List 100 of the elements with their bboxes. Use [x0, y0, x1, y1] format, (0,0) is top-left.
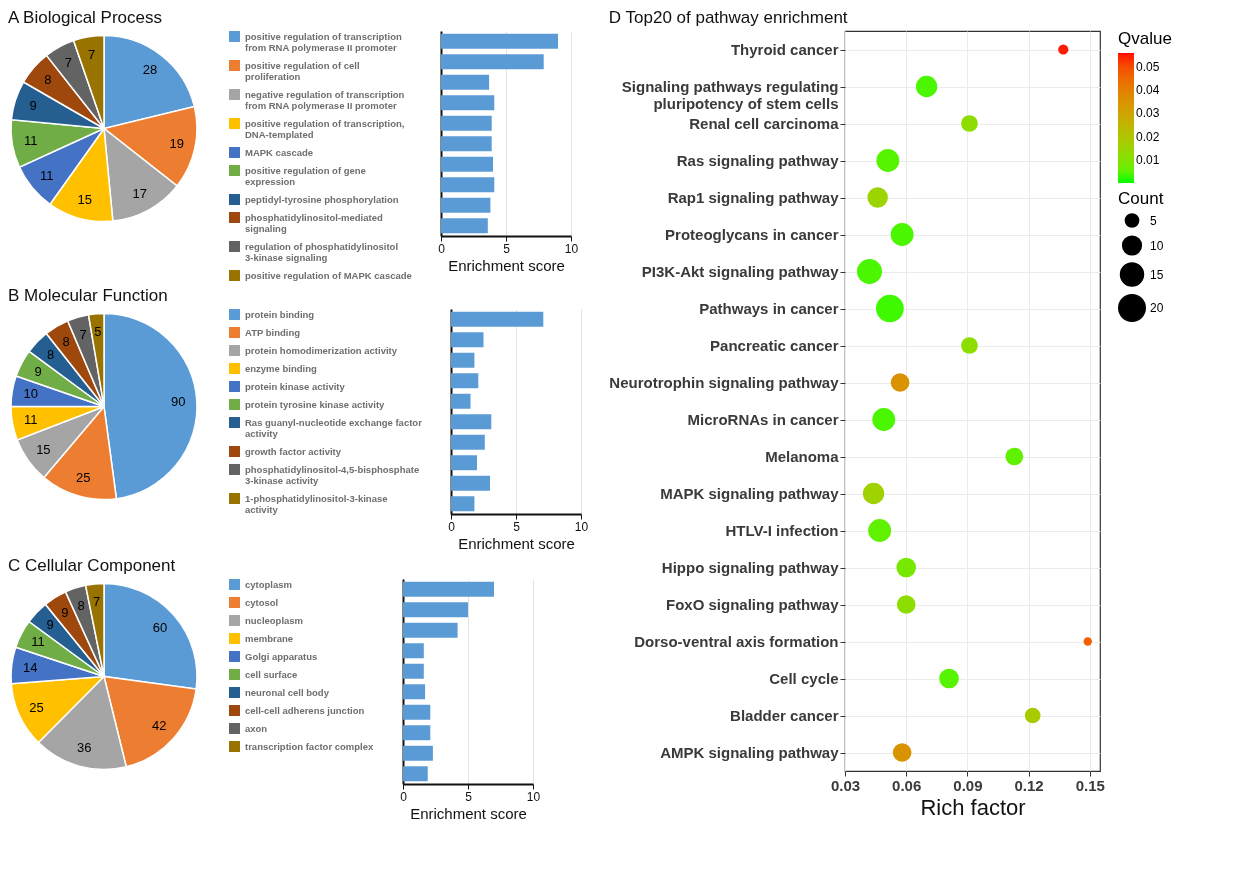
x-tick-label: 0: [400, 789, 408, 804]
y-tick-label: Signaling pathways regulating pluripotency of stem cells: [621, 78, 839, 112]
legend-label: enzyme binding: [245, 362, 317, 374]
legend-label: transcription factor complex: [245, 740, 374, 752]
y-tick-label: FoxO signaling pathway: [665, 596, 840, 613]
y-tick-label: Bladder cancer: [730, 707, 839, 724]
legend-label: protein kinase activity: [245, 380, 346, 392]
legend-label: negative regulation of transcription from RNA polymerase II promoter: [245, 88, 405, 111]
x-axis-title: Enrichment score: [448, 256, 565, 274]
y-tick-label: Melanoma: [765, 448, 840, 465]
y-tick-label: Proteoglycans in cancer: [665, 226, 839, 243]
x-tick-label: 0.03: [830, 776, 861, 794]
bar: [451, 455, 477, 471]
bar: [451, 475, 490, 491]
bar: [403, 704, 431, 720]
data-label: 7: [92, 594, 101, 610]
data-label: 11: [24, 412, 38, 428]
legend-label: cell surface: [245, 668, 298, 680]
y-tick-label: Thyroid cancer: [730, 41, 839, 58]
y-tick-label: MicroRNAs in cancer: [687, 411, 839, 428]
data-label: 9: [46, 617, 54, 633]
data-label: 28: [142, 62, 158, 78]
data-label: 14: [22, 659, 38, 675]
y-tick-label: Hippo signaling pathway: [661, 559, 840, 576]
x-tick-label: 0.09: [953, 776, 983, 794]
legend-label: protein binding: [245, 308, 315, 320]
legend-label: phosphatidylinositol-mediated signaling: [245, 211, 383, 234]
y-tick-label: MAPK signaling pathway: [660, 485, 840, 502]
legend-label: 15: [1150, 267, 1164, 282]
x-tick-label: 10: [526, 789, 541, 804]
bar: [441, 156, 493, 172]
chart-title: B Molecular Function: [8, 286, 168, 305]
data-label: 8: [44, 71, 52, 87]
x-axis-title: Rich factor: [920, 794, 1026, 820]
legend-label: cell-cell adherens junction: [245, 704, 365, 716]
bar: [441, 74, 490, 90]
bar: [403, 602, 468, 618]
legend-label: membrane: [245, 632, 294, 644]
y-tick-label: Pathways in cancer: [699, 300, 839, 317]
legend-label: peptidyl-tyrosine phosphorylation: [245, 193, 399, 205]
legend-label: Golgi apparatus: [245, 650, 318, 662]
chart-title: D Top20 of pathway enrichment: [608, 8, 848, 27]
y-tick-label: Ras signaling pathway: [676, 152, 840, 169]
bar: [451, 352, 475, 368]
legend-label: regulation of phosphatidylinositol 3-kinase signaling: [245, 240, 399, 263]
bar: [403, 745, 433, 761]
data-label: 11: [31, 634, 45, 650]
data-label: 5: [94, 324, 102, 340]
legend-label: positive regulation of MAPK cascade: [245, 269, 412, 281]
data-label: 8: [77, 597, 85, 613]
legend-label: phosphatidylinositol-4,5-bisphosphate 3-kinase activity: [245, 463, 420, 486]
legend-label: MAPK cascade: [245, 146, 314, 158]
data-label: 9: [29, 97, 37, 113]
x-tick-label: 5: [465, 789, 473, 804]
legend-label: cytoplasm: [245, 578, 292, 590]
bar: [403, 766, 428, 782]
legend-label: Ras guanyl-nucleotide exchange factor activity: [245, 416, 423, 439]
y-tick-label: Dorso-ventral axis formation: [634, 633, 839, 650]
bar: [451, 393, 471, 409]
bar: [441, 115, 492, 131]
bar: [403, 663, 424, 679]
data-label: 7: [64, 55, 72, 71]
legend-label: 1-phosphatidylinositol-3-kinase activity: [245, 492, 388, 515]
legend-title: Count: [1118, 189, 1164, 208]
legend-label: ATP binding: [245, 326, 301, 338]
x-tick-label: 0.06: [892, 776, 922, 794]
x-axis-title: Enrichment score: [458, 534, 575, 552]
data-label: 36: [76, 740, 92, 756]
legend-label: 5: [1150, 213, 1157, 228]
bar: [441, 197, 491, 213]
bar: [441, 218, 488, 234]
x-tick-label: 5: [503, 241, 511, 256]
data-label: 90: [171, 393, 186, 409]
data-label: 15: [36, 441, 51, 457]
data-label: 9: [61, 605, 69, 621]
x-tick-label: 0.15: [1075, 776, 1105, 794]
x-tick-label: 0: [448, 519, 456, 534]
y-tick-label: AMPK signaling pathway: [660, 744, 840, 761]
x-tick-label: 5: [513, 519, 521, 534]
color-bar-label: 0.02: [1136, 129, 1160, 144]
data-label: 8: [62, 334, 70, 350]
bar: [451, 434, 485, 450]
color-bar-label: 0.05: [1136, 59, 1160, 74]
chart-title: C Cellular Component: [8, 556, 176, 575]
data-label: 60: [152, 619, 168, 635]
y-tick-label: Rap1 signaling pathway: [667, 189, 840, 206]
data-label: 15: [77, 192, 92, 208]
legend-label: 20: [1150, 301, 1164, 315]
y-tick-label: Renal cell carcinoma: [689, 115, 840, 132]
color-bar-label: 0.01: [1136, 152, 1160, 167]
data-label: 11: [23, 132, 38, 148]
bar: [441, 33, 558, 49]
legend-label: positive regulation of transcription from RNA polymerase II promoter: [245, 30, 402, 53]
y-tick-label: PI3K-Akt signaling pathway: [641, 263, 840, 280]
data-label: 25: [75, 469, 91, 485]
bar: [403, 643, 424, 659]
bar: [451, 373, 479, 389]
bar: [403, 622, 458, 638]
bar: [403, 581, 494, 597]
y-tick-label: HTLV-I infection: [725, 522, 839, 539]
